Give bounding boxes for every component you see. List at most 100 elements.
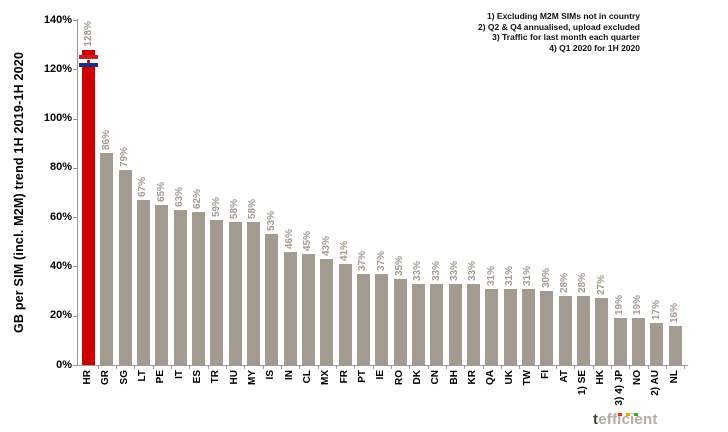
y-axis-title: GB per SIM (incl. M2M) trend 1H 2019-1H …	[12, 51, 26, 334]
x-axis-label: FI	[540, 370, 552, 379]
x-axis-label: IT	[173, 370, 185, 379]
bar-RO	[393, 278, 407, 365]
bar-value-label: 59%	[210, 196, 222, 217]
x-tick	[537, 365, 539, 369]
x-tick	[482, 365, 484, 369]
x-tick	[390, 365, 392, 369]
x-axis-label: PE	[155, 370, 167, 384]
y-tick-label: 20%	[49, 309, 72, 322]
croatia-flag-icon	[79, 55, 98, 67]
bar-MY	[246, 222, 260, 365]
bar-value-label: 62%	[192, 189, 204, 210]
tefficient-logo: tefficient	[593, 411, 658, 428]
x-tick	[427, 365, 429, 369]
x-tick	[592, 365, 594, 369]
x-axis-label: CN	[430, 370, 442, 385]
x-tick	[519, 365, 521, 369]
x-tick	[354, 365, 356, 369]
bar-value-label: 67%	[137, 176, 149, 197]
flag-stripe	[79, 63, 98, 67]
bar-value-label: 53%	[265, 211, 277, 232]
x-tick	[610, 365, 612, 369]
logo-red-dot-icon	[618, 412, 622, 416]
y-tick-label: 60%	[49, 210, 72, 223]
x-axis-label: GR	[100, 370, 112, 385]
logo-orange-dot-icon	[626, 412, 630, 416]
y-tick-label: 0%	[56, 358, 72, 371]
x-tick	[115, 365, 117, 369]
bar-value-label: 19%	[632, 295, 644, 316]
x-axis-label: CL	[301, 370, 313, 384]
x-axis-label: TW	[521, 370, 533, 386]
bar-value-label: 30%	[540, 268, 552, 289]
x-tick	[280, 365, 282, 369]
x-tick	[317, 365, 319, 369]
x-axis-label: HU	[228, 370, 240, 385]
logo-first-letter: t	[593, 411, 599, 428]
x-axis-label: 3) 4) JP	[613, 370, 625, 406]
bar-value-label: 17%	[650, 300, 662, 321]
bar-value-label: 65%	[155, 181, 167, 202]
bar-value-label: 33%	[430, 260, 442, 281]
bar-TW	[521, 288, 535, 365]
bar-HK	[595, 298, 609, 365]
bar-value-label: 28%	[577, 272, 589, 293]
bar-value-label: 46%	[284, 228, 296, 249]
y-tick	[73, 315, 77, 317]
x-tick	[629, 365, 631, 369]
x-axis-label: HK	[595, 370, 607, 385]
x-axis-label: QA	[485, 370, 497, 385]
bar-IT	[173, 209, 187, 365]
x-axis-label: FR	[338, 370, 350, 384]
x-tick	[207, 365, 209, 369]
bar-GR	[100, 153, 114, 365]
x-axis-label: NL	[668, 370, 680, 384]
bar-SG	[118, 170, 132, 365]
y-tick	[73, 118, 77, 120]
bar-BH	[448, 283, 462, 365]
x-tick	[409, 365, 411, 369]
bar-FR	[338, 263, 352, 365]
bar-value-label: 128%	[82, 21, 94, 47]
x-axis-label: UK	[503, 370, 515, 385]
bar-value-label: 37%	[375, 250, 387, 271]
x-tick	[225, 365, 227, 369]
bar-value-label: 33%	[449, 260, 461, 281]
bar-value-label: 31%	[504, 265, 516, 286]
bar-value-label: 37%	[357, 250, 369, 271]
bar-value-label: 33%	[412, 260, 424, 281]
bar-HR	[82, 49, 95, 365]
bar-IN	[283, 251, 297, 365]
bar-value-label: 27%	[595, 275, 607, 296]
bar-DK	[411, 283, 425, 365]
x-tick	[134, 365, 136, 369]
x-axis-label: 1) SE	[576, 370, 588, 396]
y-tick-label: 120%	[43, 62, 72, 75]
x-axis-label: MY	[246, 370, 258, 385]
bar-PE	[155, 204, 169, 365]
flag-stripe	[79, 55, 98, 59]
bar-TR	[210, 219, 224, 365]
bar-HU	[228, 222, 242, 365]
bar-value-label: 31%	[485, 265, 497, 286]
y-tick-label: 80%	[49, 161, 72, 174]
x-axis-label: TR	[210, 370, 222, 384]
x-axis-label: BH	[448, 370, 460, 385]
x-tick	[647, 365, 649, 369]
footnotes: 1) Excluding M2M SIMs not in country 2) Q…	[478, 11, 640, 53]
footnote-line: 2) Q2 & Q4 annualised, upload excluded	[477, 21, 640, 32]
x-tick	[244, 365, 246, 369]
bar-value-label: 33%	[467, 260, 479, 281]
bar-value-label: 58%	[247, 199, 259, 220]
y-axis-line	[77, 19, 78, 366]
x-axis-label: LT	[136, 370, 148, 382]
bar-PT	[356, 273, 370, 365]
x-axis-label: HR	[82, 370, 93, 385]
x-tick	[299, 365, 301, 369]
x-axis-label: KR	[466, 370, 478, 385]
x-tick	[97, 365, 99, 369]
x-axis-label: PT	[356, 370, 368, 383]
bar-value-label: 63%	[174, 186, 186, 207]
x-tick	[445, 365, 447, 369]
